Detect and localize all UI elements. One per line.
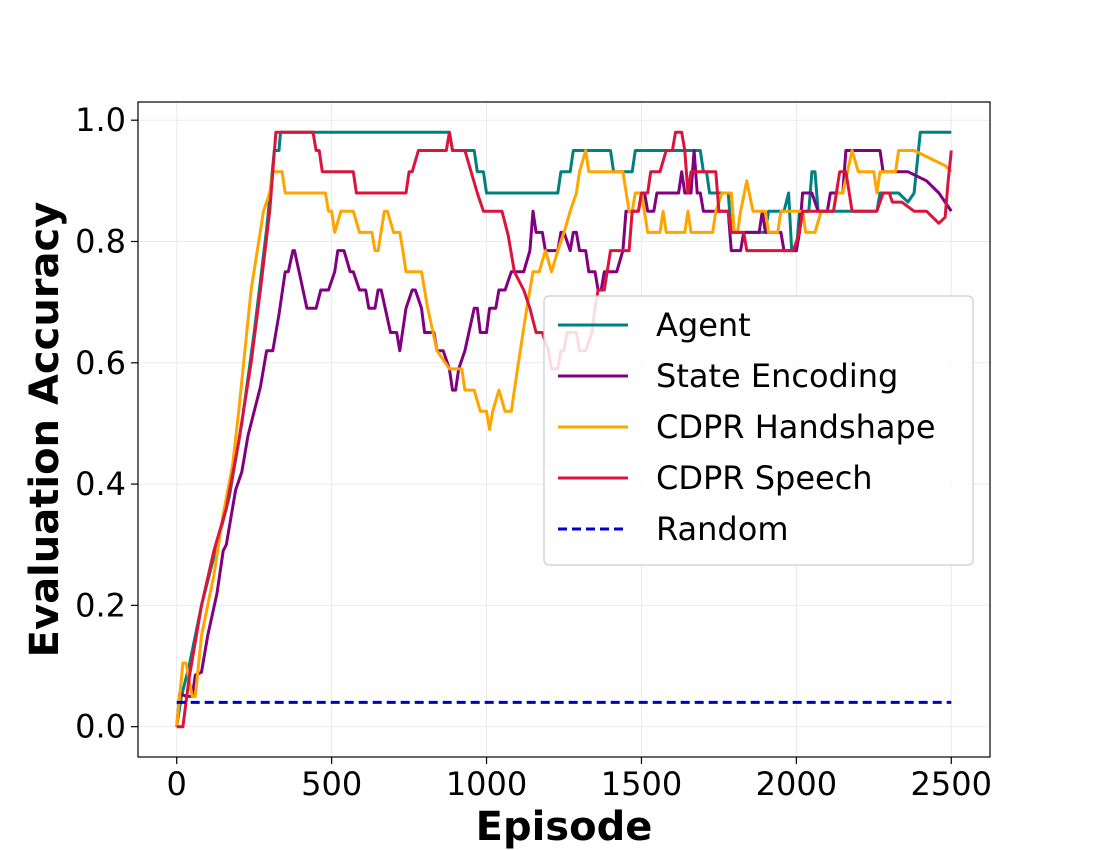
legend-label: State Encoding [656,357,898,395]
legend-label: Random [656,510,788,548]
legend-label: CDPR Handshape [656,408,936,446]
y-tick-label: 1.0 [75,101,126,139]
y-tick-label: 0.8 [75,222,126,260]
x-axis-title: Episode [476,804,653,850]
x-tick-label: 2500 [911,765,992,803]
x-tick-label: 2000 [756,765,837,803]
series-line-cdpr-handshape [175,149,953,727]
plot-lines [175,130,953,729]
series-line-state-encoding [175,149,953,727]
plot-frame [137,101,991,758]
x-tick-label: 500 [301,765,362,803]
x-tick-label: 0 [167,765,187,803]
legend-label: CDPR Speech [656,459,873,497]
y-tick-label: 0.0 [75,708,126,746]
legend: Agent State Encoding CDPR Handshape CDPR Sp… [543,295,974,566]
legend-label: Agent [656,306,751,344]
legend-frame [543,295,974,566]
x-tick-label: 1000 [446,765,527,803]
y-tick-label: 0.4 [75,465,126,503]
y-tick-label: 0.2 [75,586,126,624]
y-axis-title: Evaluation Accuracy [22,202,68,658]
y-axis-ticks: 0.0 0.2 0.4 0.6 0.8 1.0 [75,101,138,746]
x-axis-ticks: 0 500 1000 1500 2000 2500 [167,757,992,803]
y-tick-label: 0.6 [75,344,126,382]
x-tick-label: 1500 [601,765,682,803]
